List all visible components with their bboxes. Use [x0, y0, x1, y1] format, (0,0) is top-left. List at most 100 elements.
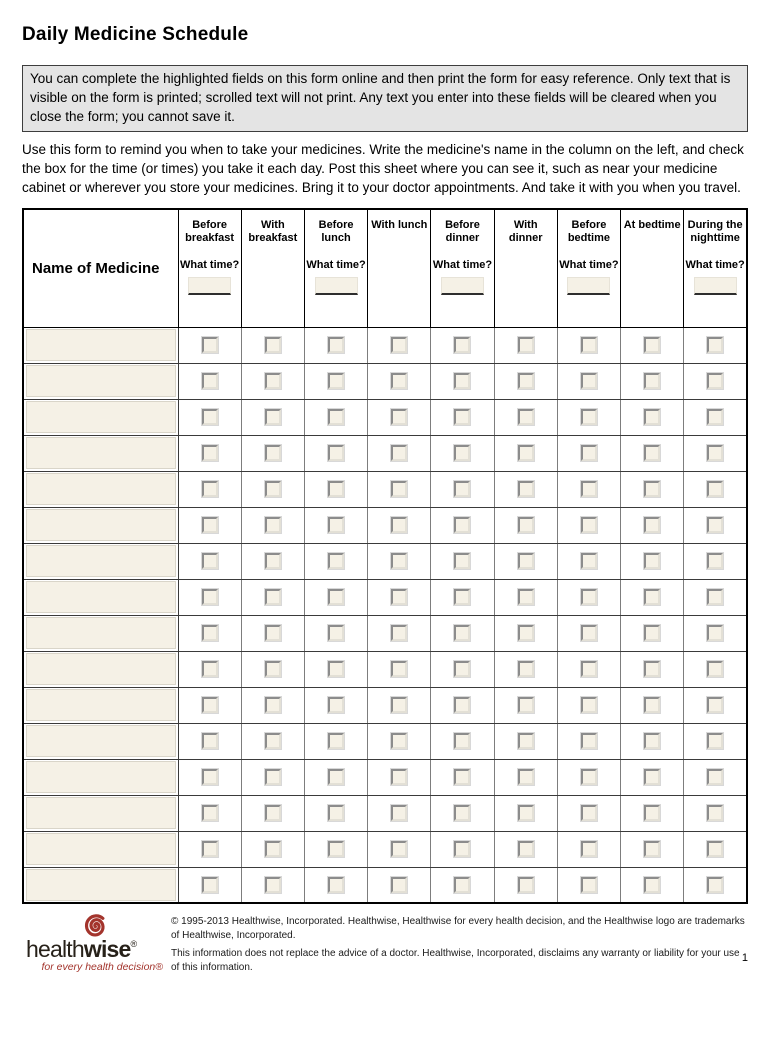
checkbox-before-bedtime-row-6[interactable] [579, 515, 598, 534]
checkbox-before-lunch-row-13[interactable] [327, 767, 346, 786]
checkbox-before-dinner-row-6[interactable] [453, 515, 472, 534]
time-input-before-lunch[interactable] [314, 277, 358, 295]
checkbox-before-lunch-row-6[interactable] [327, 515, 346, 534]
checkbox-before-breakfast-row-14[interactable] [200, 803, 219, 822]
checkbox-at-bedtime-row-14[interactable] [643, 803, 662, 822]
checkbox-before-lunch-row-14[interactable] [327, 803, 346, 822]
checkbox-during-nighttime-row-14[interactable] [706, 803, 725, 822]
checkbox-with-lunch-row-4[interactable] [390, 443, 409, 462]
medicine-name-input-row-15[interactable] [26, 833, 176, 865]
checkbox-with-breakfast-row-8[interactable] [263, 587, 282, 606]
medicine-name-input-row-6[interactable] [26, 509, 176, 541]
checkbox-during-nighttime-row-3[interactable] [706, 407, 725, 426]
checkbox-with-lunch-row-11[interactable] [390, 695, 409, 714]
checkbox-before-breakfast-row-11[interactable] [200, 695, 219, 714]
medicine-name-input-row-5[interactable] [26, 473, 176, 505]
checkbox-before-breakfast-row-10[interactable] [200, 659, 219, 678]
checkbox-during-nighttime-row-12[interactable] [706, 731, 725, 750]
checkbox-with-lunch-row-15[interactable] [390, 839, 409, 858]
checkbox-with-dinner-row-3[interactable] [516, 407, 535, 426]
checkbox-before-breakfast-row-12[interactable] [200, 731, 219, 750]
checkbox-before-dinner-row-12[interactable] [453, 731, 472, 750]
medicine-name-input-row-8[interactable] [26, 581, 176, 613]
checkbox-before-breakfast-row-4[interactable] [200, 443, 219, 462]
checkbox-before-dinner-row-8[interactable] [453, 587, 472, 606]
checkbox-at-bedtime-row-1[interactable] [643, 335, 662, 354]
checkbox-with-lunch-row-7[interactable] [390, 551, 409, 570]
checkbox-during-nighttime-row-16[interactable] [706, 875, 725, 894]
medicine-name-input-row-13[interactable] [26, 761, 176, 793]
checkbox-before-breakfast-row-8[interactable] [200, 587, 219, 606]
checkbox-with-lunch-row-6[interactable] [390, 515, 409, 534]
checkbox-at-bedtime-row-15[interactable] [643, 839, 662, 858]
checkbox-before-lunch-row-4[interactable] [327, 443, 346, 462]
checkbox-during-nighttime-row-9[interactable] [706, 623, 725, 642]
checkbox-before-dinner-row-2[interactable] [453, 371, 472, 390]
checkbox-with-dinner-row-9[interactable] [516, 623, 535, 642]
checkbox-with-breakfast-row-7[interactable] [263, 551, 282, 570]
checkbox-at-bedtime-row-4[interactable] [643, 443, 662, 462]
checkbox-with-dinner-row-12[interactable] [516, 731, 535, 750]
checkbox-at-bedtime-row-5[interactable] [643, 479, 662, 498]
checkbox-with-lunch-row-13[interactable] [390, 767, 409, 786]
checkbox-with-breakfast-row-4[interactable] [263, 443, 282, 462]
checkbox-before-dinner-row-14[interactable] [453, 803, 472, 822]
checkbox-with-breakfast-row-12[interactable] [263, 731, 282, 750]
checkbox-during-nighttime-row-1[interactable] [706, 335, 725, 354]
checkbox-before-breakfast-row-5[interactable] [200, 479, 219, 498]
checkbox-before-dinner-row-15[interactable] [453, 839, 472, 858]
checkbox-with-dinner-row-8[interactable] [516, 587, 535, 606]
checkbox-with-lunch-row-9[interactable] [390, 623, 409, 642]
checkbox-with-breakfast-row-11[interactable] [263, 695, 282, 714]
checkbox-before-dinner-row-4[interactable] [453, 443, 472, 462]
checkbox-before-breakfast-row-6[interactable] [200, 515, 219, 534]
checkbox-with-lunch-row-16[interactable] [390, 875, 409, 894]
checkbox-at-bedtime-row-16[interactable] [643, 875, 662, 894]
medicine-name-input-row-10[interactable] [26, 653, 176, 685]
checkbox-before-bedtime-row-8[interactable] [579, 587, 598, 606]
checkbox-at-bedtime-row-9[interactable] [643, 623, 662, 642]
time-input-before-breakfast[interactable] [188, 277, 232, 295]
checkbox-before-breakfast-row-1[interactable] [200, 335, 219, 354]
checkbox-during-nighttime-row-5[interactable] [706, 479, 725, 498]
checkbox-with-lunch-row-12[interactable] [390, 731, 409, 750]
checkbox-before-bedtime-row-4[interactable] [579, 443, 598, 462]
checkbox-before-lunch-row-12[interactable] [327, 731, 346, 750]
checkbox-before-dinner-row-11[interactable] [453, 695, 472, 714]
medicine-name-input-row-14[interactable] [26, 797, 176, 829]
checkbox-before-lunch-row-7[interactable] [327, 551, 346, 570]
checkbox-with-dinner-row-15[interactable] [516, 839, 535, 858]
checkbox-with-breakfast-row-5[interactable] [263, 479, 282, 498]
checkbox-with-dinner-row-4[interactable] [516, 443, 535, 462]
checkbox-before-lunch-row-5[interactable] [327, 479, 346, 498]
checkbox-with-lunch-row-5[interactable] [390, 479, 409, 498]
time-input-during-nighttime[interactable] [693, 277, 737, 295]
checkbox-during-nighttime-row-15[interactable] [706, 839, 725, 858]
checkbox-before-bedtime-row-2[interactable] [579, 371, 598, 390]
checkbox-during-nighttime-row-2[interactable] [706, 371, 725, 390]
checkbox-before-dinner-row-13[interactable] [453, 767, 472, 786]
checkbox-before-lunch-row-3[interactable] [327, 407, 346, 426]
checkbox-with-dinner-row-6[interactable] [516, 515, 535, 534]
checkbox-at-bedtime-row-7[interactable] [643, 551, 662, 570]
checkbox-before-bedtime-row-9[interactable] [579, 623, 598, 642]
checkbox-during-nighttime-row-6[interactable] [706, 515, 725, 534]
checkbox-before-bedtime-row-12[interactable] [579, 731, 598, 750]
checkbox-before-breakfast-row-9[interactable] [200, 623, 219, 642]
checkbox-before-breakfast-row-7[interactable] [200, 551, 219, 570]
medicine-name-input-row-9[interactable] [26, 617, 176, 649]
checkbox-before-bedtime-row-11[interactable] [579, 695, 598, 714]
checkbox-during-nighttime-row-11[interactable] [706, 695, 725, 714]
checkbox-at-bedtime-row-12[interactable] [643, 731, 662, 750]
checkbox-at-bedtime-row-11[interactable] [643, 695, 662, 714]
checkbox-with-lunch-row-2[interactable] [390, 371, 409, 390]
checkbox-during-nighttime-row-8[interactable] [706, 587, 725, 606]
checkbox-before-bedtime-row-15[interactable] [579, 839, 598, 858]
checkbox-with-dinner-row-2[interactable] [516, 371, 535, 390]
checkbox-before-dinner-row-1[interactable] [453, 335, 472, 354]
checkbox-with-dinner-row-1[interactable] [516, 335, 535, 354]
checkbox-during-nighttime-row-13[interactable] [706, 767, 725, 786]
checkbox-with-breakfast-row-1[interactable] [263, 335, 282, 354]
checkbox-before-lunch-row-10[interactable] [327, 659, 346, 678]
checkbox-before-lunch-row-15[interactable] [327, 839, 346, 858]
